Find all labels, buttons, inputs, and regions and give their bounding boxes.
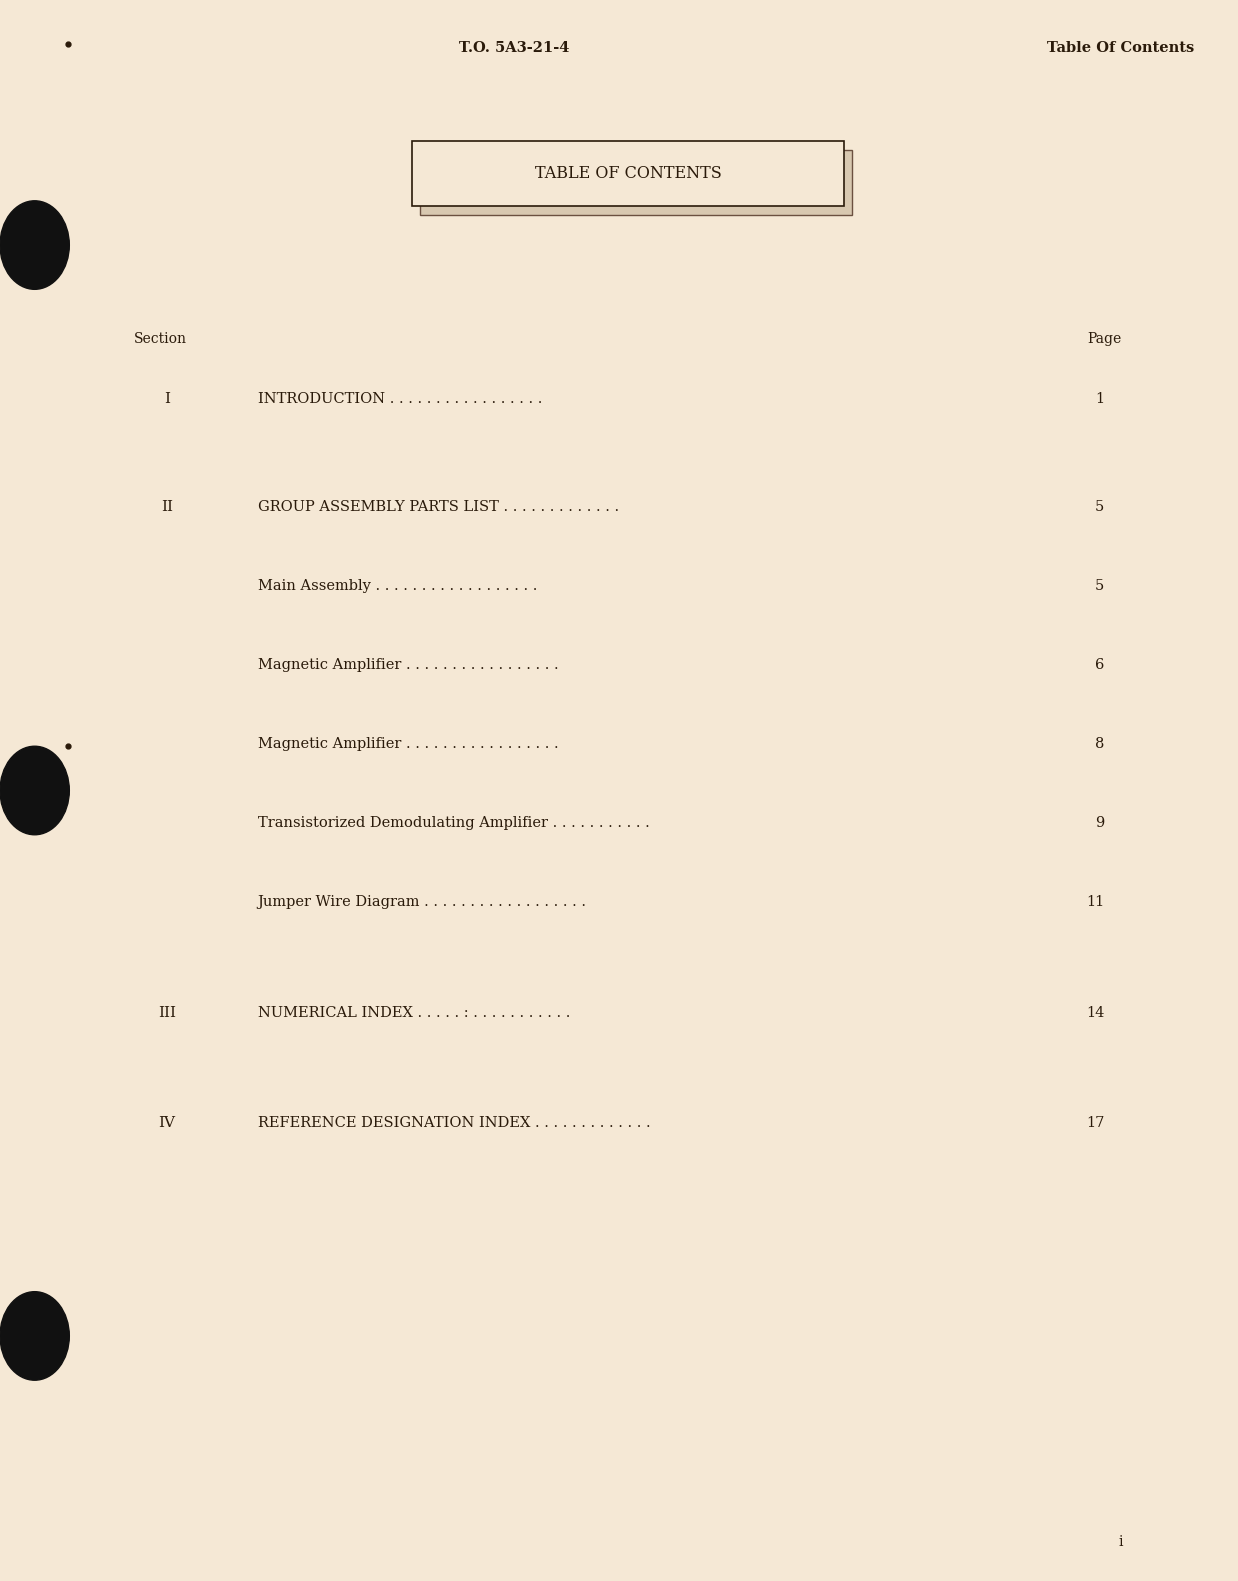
Text: Table Of Contents: Table Of Contents <box>1047 41 1193 55</box>
Text: T.O. 5A3-21-4: T.O. 5A3-21-4 <box>458 41 569 55</box>
Text: Page: Page <box>1087 332 1122 346</box>
Text: II: II <box>161 500 173 514</box>
Text: 8: 8 <box>1094 737 1104 751</box>
Text: REFERENCE DESIGNATION INDEX . . . . . . . . . . . . .: REFERENCE DESIGNATION INDEX . . . . . . … <box>258 1116 650 1130</box>
Text: Magnetic Amplifier . . . . . . . . . . . . . . . . .: Magnetic Amplifier . . . . . . . . . . .… <box>258 737 558 751</box>
Text: Magnetic Amplifier . . . . . . . . . . . . . . . . .: Magnetic Amplifier . . . . . . . . . . .… <box>258 658 558 672</box>
Text: 5: 5 <box>1096 579 1104 593</box>
Text: Transistorized Demodulating Amplifier . . . . . . . . . . .: Transistorized Demodulating Amplifier . … <box>258 816 649 830</box>
Text: 11: 11 <box>1086 895 1104 909</box>
Text: NUMERICAL INDEX . . . . . : . . . . . . . . . . .: NUMERICAL INDEX . . . . . : . . . . . . … <box>258 1006 569 1020</box>
Text: INTRODUCTION . . . . . . . . . . . . . . . . .: INTRODUCTION . . . . . . . . . . . . . .… <box>258 392 542 406</box>
Text: IV: IV <box>158 1116 176 1130</box>
Text: 6: 6 <box>1094 658 1104 672</box>
Text: 9: 9 <box>1096 816 1104 830</box>
FancyBboxPatch shape <box>412 141 844 206</box>
Text: TABLE OF CONTENTS: TABLE OF CONTENTS <box>535 164 722 182</box>
Text: i: i <box>1118 1535 1123 1549</box>
Circle shape <box>0 746 69 835</box>
Text: 14: 14 <box>1086 1006 1104 1020</box>
Text: 1: 1 <box>1096 392 1104 406</box>
FancyBboxPatch shape <box>420 150 852 215</box>
Text: 5: 5 <box>1096 500 1104 514</box>
Text: GROUP ASSEMBLY PARTS LIST . . . . . . . . . . . . .: GROUP ASSEMBLY PARTS LIST . . . . . . . … <box>258 500 619 514</box>
Text: Section: Section <box>134 332 187 346</box>
Text: III: III <box>158 1006 176 1020</box>
Text: 17: 17 <box>1086 1116 1104 1130</box>
Text: Main Assembly . . . . . . . . . . . . . . . . . .: Main Assembly . . . . . . . . . . . . . … <box>258 579 537 593</box>
Text: I: I <box>165 392 170 406</box>
Circle shape <box>0 1292 69 1380</box>
Circle shape <box>0 201 69 289</box>
Text: Jumper Wire Diagram . . . . . . . . . . . . . . . . . .: Jumper Wire Diagram . . . . . . . . . . … <box>258 895 587 909</box>
